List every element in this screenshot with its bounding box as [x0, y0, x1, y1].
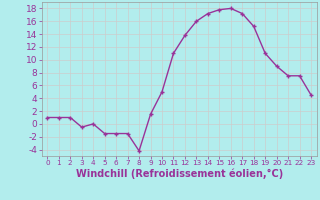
X-axis label: Windchill (Refroidissement éolien,°C): Windchill (Refroidissement éolien,°C) — [76, 169, 283, 179]
